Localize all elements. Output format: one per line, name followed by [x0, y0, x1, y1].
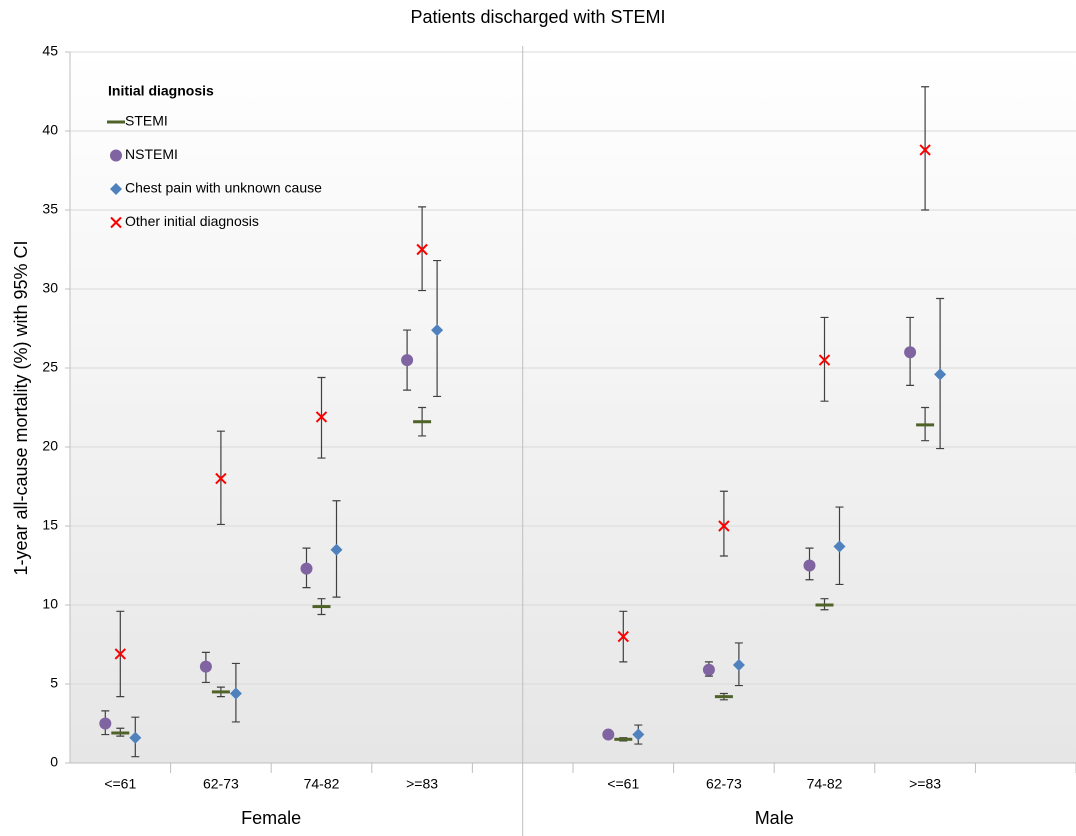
marker-circle	[300, 562, 313, 575]
marker-x	[110, 216, 122, 229]
marker-x	[919, 144, 931, 156]
marker-circle	[99, 717, 112, 730]
legend-label: Other initial diagnosis	[125, 213, 259, 229]
marker-circle	[904, 346, 917, 359]
marker-x	[718, 520, 730, 532]
error-bar	[719, 490, 728, 557]
marker-diamond	[833, 540, 846, 553]
legend-title: Initial diagnosis	[108, 83, 214, 99]
marker-circle	[110, 149, 122, 162]
y-tick-label: 0	[50, 754, 58, 770]
marker-stemi	[916, 423, 935, 427]
marker-diamond	[110, 183, 122, 195]
marker-diamond	[431, 324, 444, 337]
y-tick-label: 30	[42, 280, 58, 296]
marker-stemi	[714, 695, 733, 699]
marker-stemi	[815, 603, 834, 607]
marker-diamond	[934, 368, 947, 381]
marker-diamond	[632, 728, 645, 741]
y-tick-label: 45	[42, 43, 58, 59]
chart-title: Patients discharged with STEMI	[410, 7, 665, 27]
group-label: Male	[755, 808, 794, 828]
plot-background	[70, 52, 1076, 763]
marker-stemi	[211, 690, 230, 694]
marker-diamond	[129, 731, 142, 744]
x-tick-label: 74-82	[807, 776, 843, 792]
marker-diamond	[229, 687, 242, 700]
error-bar	[921, 86, 930, 211]
x-tick-label: >=83	[406, 776, 438, 792]
x-tick-label: 74-82	[304, 776, 340, 792]
marker-x	[114, 648, 127, 660]
x-tick-label: <=61	[104, 776, 136, 792]
legend-label: NSTEMI	[125, 146, 178, 162]
x-tick-label: 62-73	[706, 776, 742, 792]
marker-stemi	[111, 731, 130, 735]
marker-x	[617, 630, 630, 643]
marker-stemi	[312, 605, 331, 609]
y-tick-label: 40	[42, 122, 58, 138]
marker-x	[818, 354, 831, 366]
marker-stemi	[107, 120, 125, 124]
x-tick-label: <=61	[607, 776, 639, 792]
marker-diamond	[732, 659, 745, 672]
y-tick-label: 15	[42, 517, 58, 533]
marker-x	[315, 411, 328, 423]
y-tick-label: 35	[42, 201, 58, 217]
x-tick-label: >=83	[909, 776, 941, 792]
marker-x	[215, 472, 227, 485]
marker-circle	[199, 660, 212, 673]
legend: Initial diagnosis STEMI NSTEMI Chest pain w…	[107, 83, 322, 229]
marker-x	[416, 243, 428, 256]
marker-circle	[702, 663, 715, 676]
y-tick-label: 25	[42, 359, 58, 375]
group-label: Female	[241, 808, 301, 828]
y-tick-label: 20	[42, 438, 58, 454]
marker-diamond	[330, 543, 343, 556]
marker-stemi	[614, 737, 633, 741]
legend-label: Chest pain with unknown cause	[125, 180, 322, 196]
y-axis-label: 1-year all-cause mortality (%) with 95% …	[11, 240, 31, 575]
marker-circle	[401, 354, 414, 367]
x-tick-label: 62-73	[203, 776, 239, 792]
marker-stemi	[413, 420, 432, 424]
marker-circle	[602, 728, 615, 741]
marker-circle	[803, 559, 816, 572]
legend-label: STEMI	[125, 113, 168, 129]
y-tick-label: 5	[50, 675, 58, 691]
y-tick-label: 10	[42, 596, 58, 612]
